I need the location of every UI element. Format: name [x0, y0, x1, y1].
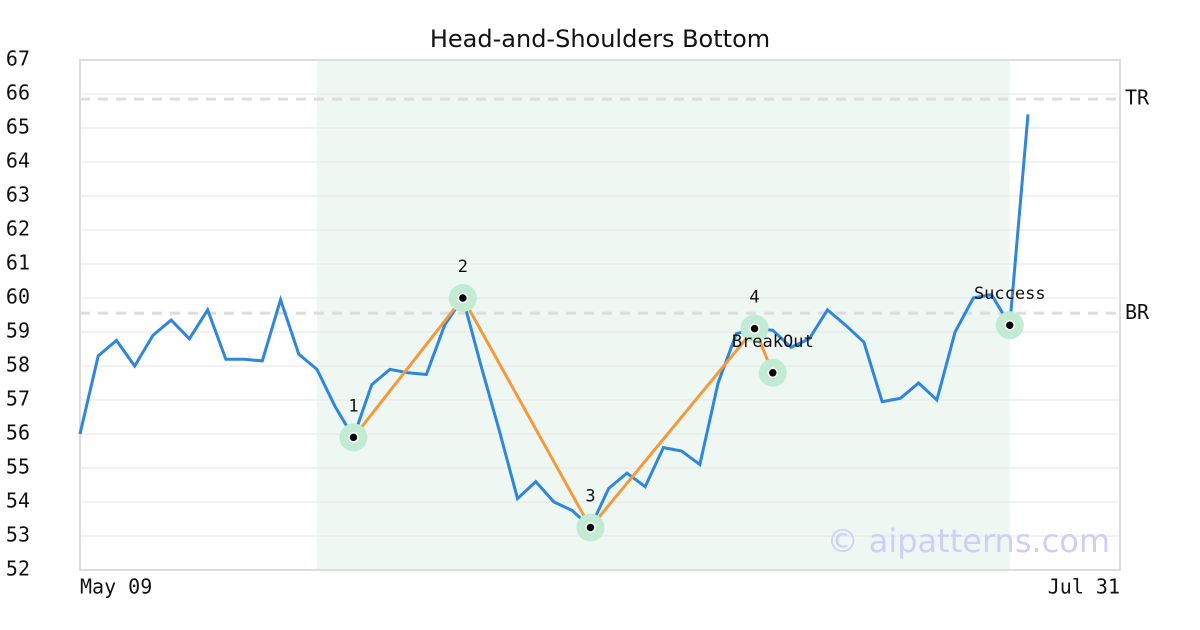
pattern-point [749, 323, 760, 334]
level-label: TR [1125, 86, 1150, 110]
y-tick-label: 63 [6, 183, 30, 207]
pattern-label: 3 [585, 487, 595, 507]
price-line [78, 114, 1030, 531]
pattern-point [348, 432, 359, 443]
pattern-label: BreakOut [732, 332, 814, 352]
y-tick-label: 67 [6, 47, 30, 71]
highlight-region [317, 60, 1010, 570]
y-tick-label: 66 [6, 81, 30, 105]
y-tick-label: 64 [6, 149, 30, 173]
y-tick-label: 58 [6, 353, 30, 377]
pattern-label: Success [974, 284, 1046, 304]
y-tick-label: 57 [6, 387, 30, 411]
y-tick-label: 60 [6, 285, 30, 309]
pattern-point [457, 292, 469, 304]
y-tick-label: 53 [6, 523, 30, 547]
x-tick-label: Jul 31 [1048, 575, 1120, 599]
y-tick-label: 62 [6, 217, 30, 241]
watermark: © aipatterns.com [827, 522, 1110, 560]
y-tick-label: 65 [6, 115, 30, 139]
pattern-label: 1 [348, 396, 358, 416]
pattern-label: 4 [749, 288, 759, 308]
pattern-point [767, 367, 779, 379]
chart-title: Head-and-Shoulders Bottom [430, 25, 770, 53]
level-label: BR [1125, 300, 1150, 324]
y-tick-label: 59 [6, 319, 30, 343]
y-tick-label: 54 [6, 489, 30, 513]
y-tick-label: 52 [6, 557, 30, 581]
y-tick-label: 56 [6, 421, 30, 445]
y-tick-label: 55 [6, 455, 30, 479]
pattern-label: 2 [458, 257, 468, 277]
x-tick-label: May 09 [80, 575, 152, 599]
plot-frame [79, 59, 1121, 571]
y-tick-label: 61 [6, 251, 30, 275]
pattern-point [585, 522, 596, 533]
pattern-point [1004, 319, 1016, 331]
